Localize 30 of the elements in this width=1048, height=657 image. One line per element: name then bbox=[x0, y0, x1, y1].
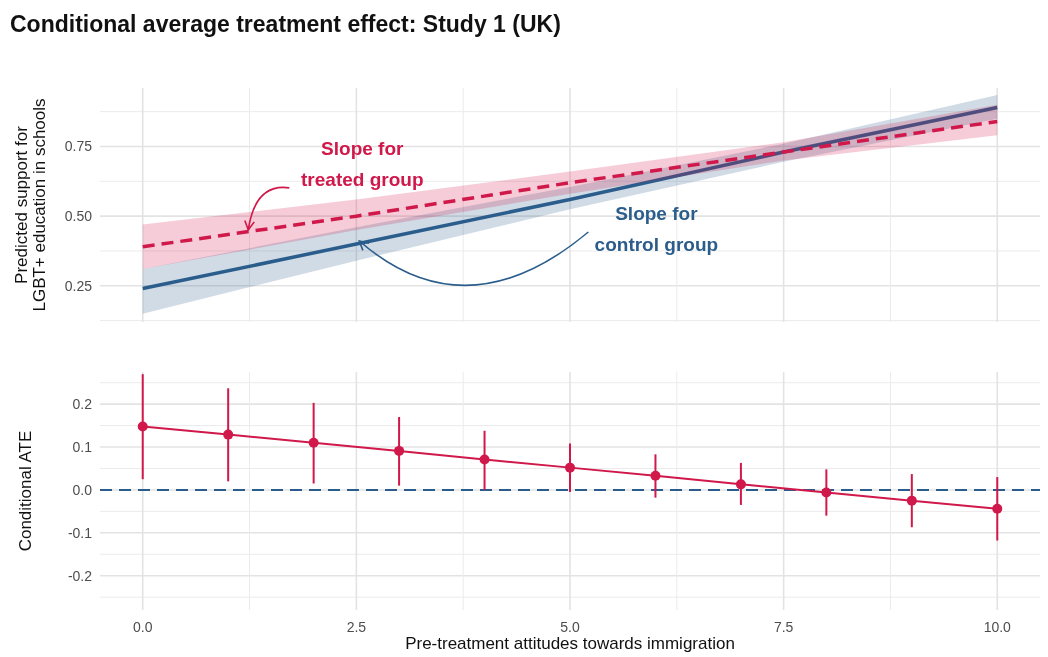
y-tick-label: -0.1 bbox=[67, 524, 93, 541]
y-axis-title: Predicted support for LGBT+ education in schools bbox=[11, 98, 50, 312]
x-tick-label: 10.0 bbox=[983, 619, 1012, 635]
x-tick-label: 2.5 bbox=[346, 619, 367, 635]
y-tick-label: 0.25 bbox=[64, 277, 93, 294]
annotation: Slope for control group bbox=[594, 203, 719, 255]
x-tick-label: 0.0 bbox=[132, 619, 153, 635]
annotation: Slope for treated group bbox=[301, 138, 424, 190]
point bbox=[735, 479, 746, 490]
point bbox=[992, 503, 1003, 514]
point bbox=[650, 470, 661, 481]
point bbox=[308, 437, 319, 448]
x-tick-label: 5.0 bbox=[560, 619, 580, 635]
y-tick-label: 0.0 bbox=[72, 481, 93, 498]
y-tick-label: 0.75 bbox=[64, 138, 93, 155]
point bbox=[906, 495, 917, 506]
y-axis-title: Conditional ATE bbox=[16, 430, 36, 552]
point bbox=[137, 421, 148, 432]
chart-title: Conditional average treatment effect: Study 1 (UK) bbox=[10, 11, 561, 37]
point bbox=[821, 487, 832, 498]
y-tick-label: 0.2 bbox=[72, 396, 93, 413]
y-tick-label: 0.50 bbox=[64, 208, 93, 225]
point bbox=[223, 429, 234, 440]
point bbox=[479, 454, 490, 465]
point bbox=[565, 462, 575, 473]
y-tick-label: 0.1 bbox=[72, 438, 93, 455]
point bbox=[394, 445, 405, 456]
x-axis-title: Pre-treatment attitudes towards immigration bbox=[405, 634, 735, 653]
y-tick-label: -0.2 bbox=[67, 567, 93, 584]
x-tick-label: 7.5 bbox=[773, 619, 794, 635]
